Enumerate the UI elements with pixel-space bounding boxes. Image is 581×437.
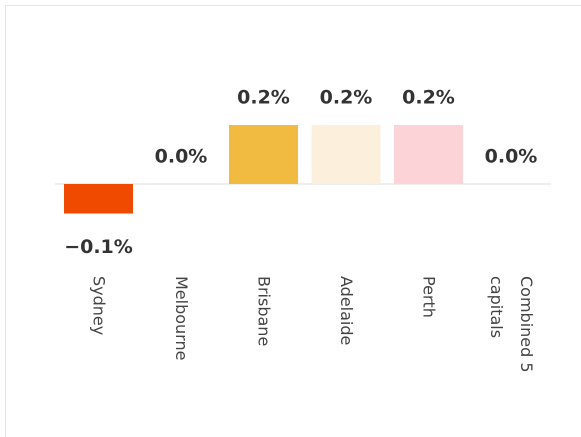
value-label: 0.0%: [155, 146, 208, 168]
bar: [229, 125, 298, 184]
value-label: 0.2%: [402, 87, 455, 109]
x-tick-label: Perth: [419, 276, 439, 318]
x-tick-label: Adelaide: [337, 276, 356, 346]
bar: [64, 184, 133, 214]
x-tick-label: Sydney: [89, 276, 109, 336]
x-tick-label: Melbourne: [172, 276, 191, 361]
value-label: 0.0%: [485, 146, 538, 168]
bar: [311, 125, 381, 184]
x-tick-label: Brisbane: [254, 276, 274, 347]
x-tick-label: Combined 5 capitals: [487, 276, 536, 373]
bar: [394, 125, 463, 184]
card-border: [5, 5, 581, 437]
value-label: 0.2%: [237, 87, 290, 109]
value-label: −0.1%: [64, 236, 133, 258]
value-label: 0.2%: [320, 87, 373, 109]
